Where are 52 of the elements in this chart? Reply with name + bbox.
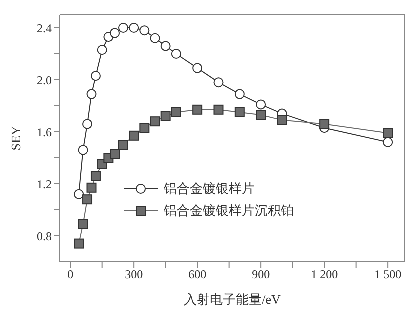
y-tick-label: 1.6 <box>37 125 52 140</box>
y-tick-label: 2.4 <box>37 21 52 36</box>
point <box>90 71 101 82</box>
point <box>90 171 101 182</box>
point <box>320 119 330 130</box>
point <box>110 28 120 38</box>
y-tick-label: 0.8 <box>37 229 52 244</box>
point <box>192 104 203 115</box>
y-tick-label: 1.2 <box>37 177 52 192</box>
point <box>140 123 150 134</box>
point <box>234 89 245 100</box>
point <box>78 145 88 156</box>
point <box>160 41 171 52</box>
legend-label: 铝合金镀银样片沉积铂 <box>164 202 294 220</box>
point <box>82 119 93 130</box>
x-axis-title: 入射电子能量/eV <box>184 292 282 307</box>
x-tick-label: 1 500 <box>374 268 402 282</box>
point <box>118 140 128 150</box>
x-tick-label: 300 <box>125 268 144 282</box>
x-tick-label: 900 <box>252 268 270 282</box>
point <box>256 100 266 110</box>
point <box>129 23 140 33</box>
legend-label: 铝合金镀银样片 <box>164 180 255 198</box>
point <box>171 108 182 118</box>
y-axis-title: SEY <box>8 126 24 151</box>
point <box>129 130 140 141</box>
point <box>214 78 224 88</box>
point <box>171 49 182 59</box>
point <box>150 116 160 127</box>
point <box>256 110 266 120</box>
point <box>74 189 84 200</box>
point <box>234 108 245 118</box>
point <box>82 194 93 205</box>
point <box>214 104 224 115</box>
point <box>192 63 203 74</box>
point <box>277 115 288 126</box>
point <box>74 238 84 249</box>
point <box>110 149 120 160</box>
point <box>383 137 394 148</box>
point <box>150 33 160 44</box>
point <box>78 219 88 230</box>
point <box>118 23 128 33</box>
point <box>86 89 97 100</box>
x-tick-label: 600 <box>188 268 207 282</box>
x-tick-label: 1 200 <box>311 268 338 282</box>
y-tick-label: 2.0 <box>37 73 52 88</box>
x-tick-label: 0 <box>68 268 74 282</box>
point <box>160 111 171 122</box>
point <box>97 45 108 56</box>
point <box>86 182 97 193</box>
point <box>140 26 150 36</box>
point <box>383 128 394 138</box>
